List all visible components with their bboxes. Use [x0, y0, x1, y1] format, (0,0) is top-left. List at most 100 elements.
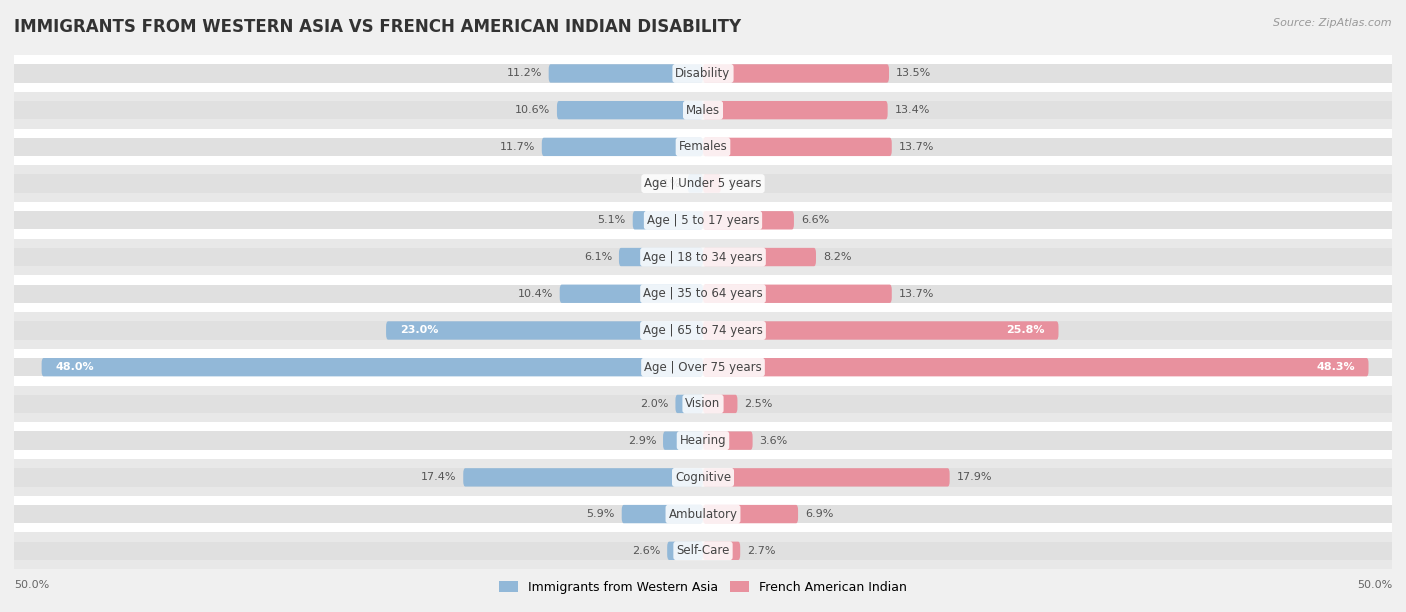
FancyBboxPatch shape — [703, 285, 891, 303]
FancyBboxPatch shape — [14, 542, 703, 560]
Text: Age | 18 to 34 years: Age | 18 to 34 years — [643, 250, 763, 264]
FancyBboxPatch shape — [14, 468, 703, 487]
FancyBboxPatch shape — [703, 138, 891, 156]
Text: 2.5%: 2.5% — [744, 399, 773, 409]
FancyBboxPatch shape — [14, 211, 703, 230]
Text: 5.9%: 5.9% — [586, 509, 614, 519]
Text: 25.8%: 25.8% — [1007, 326, 1045, 335]
Legend: Immigrants from Western Asia, French American Indian: Immigrants from Western Asia, French Ame… — [499, 581, 907, 594]
FancyBboxPatch shape — [703, 211, 1392, 230]
FancyBboxPatch shape — [621, 505, 703, 523]
FancyBboxPatch shape — [703, 431, 752, 450]
Text: Source: ZipAtlas.com: Source: ZipAtlas.com — [1274, 18, 1392, 28]
Text: 23.0%: 23.0% — [399, 326, 439, 335]
FancyBboxPatch shape — [703, 395, 1392, 413]
Text: 2.6%: 2.6% — [631, 546, 661, 556]
FancyBboxPatch shape — [703, 248, 1392, 266]
FancyBboxPatch shape — [703, 248, 815, 266]
FancyBboxPatch shape — [703, 174, 721, 193]
FancyBboxPatch shape — [557, 101, 703, 119]
Text: 10.6%: 10.6% — [515, 105, 550, 115]
Text: Males: Males — [686, 103, 720, 117]
Text: IMMIGRANTS FROM WESTERN ASIA VS FRENCH AMERICAN INDIAN DISABILITY: IMMIGRANTS FROM WESTERN ASIA VS FRENCH A… — [14, 18, 741, 36]
FancyBboxPatch shape — [387, 321, 703, 340]
FancyBboxPatch shape — [14, 202, 1392, 239]
Text: 1.3%: 1.3% — [728, 179, 756, 188]
Text: 2.0%: 2.0% — [640, 399, 669, 409]
Text: 10.4%: 10.4% — [517, 289, 553, 299]
FancyBboxPatch shape — [548, 64, 703, 83]
Text: 48.3%: 48.3% — [1316, 362, 1355, 372]
FancyBboxPatch shape — [703, 321, 1392, 340]
FancyBboxPatch shape — [14, 431, 703, 450]
FancyBboxPatch shape — [668, 542, 703, 560]
FancyBboxPatch shape — [14, 321, 703, 340]
FancyBboxPatch shape — [703, 211, 794, 230]
Text: 50.0%: 50.0% — [14, 580, 49, 590]
Text: Age | 65 to 74 years: Age | 65 to 74 years — [643, 324, 763, 337]
Text: Hearing: Hearing — [679, 434, 727, 447]
Text: Age | Under 5 years: Age | Under 5 years — [644, 177, 762, 190]
FancyBboxPatch shape — [703, 285, 1392, 303]
Text: 3.6%: 3.6% — [759, 436, 787, 446]
FancyBboxPatch shape — [14, 496, 1392, 532]
Text: Age | 5 to 17 years: Age | 5 to 17 years — [647, 214, 759, 227]
FancyBboxPatch shape — [703, 505, 1392, 523]
FancyBboxPatch shape — [703, 542, 1392, 560]
FancyBboxPatch shape — [703, 395, 738, 413]
Text: Females: Females — [679, 140, 727, 154]
FancyBboxPatch shape — [703, 138, 1392, 156]
Text: 17.9%: 17.9% — [956, 472, 993, 482]
FancyBboxPatch shape — [688, 174, 703, 193]
FancyBboxPatch shape — [14, 285, 703, 303]
FancyBboxPatch shape — [14, 138, 703, 156]
FancyBboxPatch shape — [14, 505, 703, 523]
FancyBboxPatch shape — [14, 312, 1392, 349]
FancyBboxPatch shape — [675, 395, 703, 413]
FancyBboxPatch shape — [14, 64, 703, 83]
FancyBboxPatch shape — [14, 395, 703, 413]
FancyBboxPatch shape — [703, 468, 949, 487]
Text: Age | Over 75 years: Age | Over 75 years — [644, 360, 762, 374]
FancyBboxPatch shape — [14, 174, 703, 193]
FancyBboxPatch shape — [703, 505, 799, 523]
Text: 13.5%: 13.5% — [896, 69, 931, 78]
FancyBboxPatch shape — [14, 532, 1392, 569]
Text: 48.0%: 48.0% — [55, 362, 94, 372]
FancyBboxPatch shape — [541, 138, 703, 156]
FancyBboxPatch shape — [463, 468, 703, 487]
Text: 6.9%: 6.9% — [806, 509, 834, 519]
FancyBboxPatch shape — [703, 101, 887, 119]
FancyBboxPatch shape — [703, 321, 1059, 340]
Text: Ambulatory: Ambulatory — [668, 507, 738, 521]
FancyBboxPatch shape — [703, 64, 1392, 83]
Text: 13.4%: 13.4% — [894, 105, 929, 115]
FancyBboxPatch shape — [14, 92, 1392, 129]
FancyBboxPatch shape — [14, 248, 703, 266]
Text: Vision: Vision — [685, 397, 721, 411]
Text: 13.7%: 13.7% — [898, 142, 934, 152]
FancyBboxPatch shape — [703, 358, 1392, 376]
FancyBboxPatch shape — [560, 285, 703, 303]
FancyBboxPatch shape — [14, 239, 1392, 275]
FancyBboxPatch shape — [14, 275, 1392, 312]
Text: 6.6%: 6.6% — [801, 215, 830, 225]
FancyBboxPatch shape — [703, 64, 889, 83]
FancyBboxPatch shape — [703, 358, 1368, 376]
Text: Self-Care: Self-Care — [676, 544, 730, 558]
FancyBboxPatch shape — [14, 55, 1392, 92]
FancyBboxPatch shape — [703, 431, 1392, 450]
FancyBboxPatch shape — [619, 248, 703, 266]
FancyBboxPatch shape — [42, 358, 703, 376]
Text: 5.1%: 5.1% — [598, 215, 626, 225]
Text: 13.7%: 13.7% — [898, 289, 934, 299]
Text: 50.0%: 50.0% — [1357, 580, 1392, 590]
FancyBboxPatch shape — [703, 174, 1392, 193]
FancyBboxPatch shape — [633, 211, 703, 230]
FancyBboxPatch shape — [14, 101, 703, 119]
FancyBboxPatch shape — [703, 542, 740, 560]
FancyBboxPatch shape — [664, 431, 703, 450]
Text: 17.4%: 17.4% — [420, 472, 457, 482]
FancyBboxPatch shape — [703, 468, 1392, 487]
FancyBboxPatch shape — [14, 129, 1392, 165]
